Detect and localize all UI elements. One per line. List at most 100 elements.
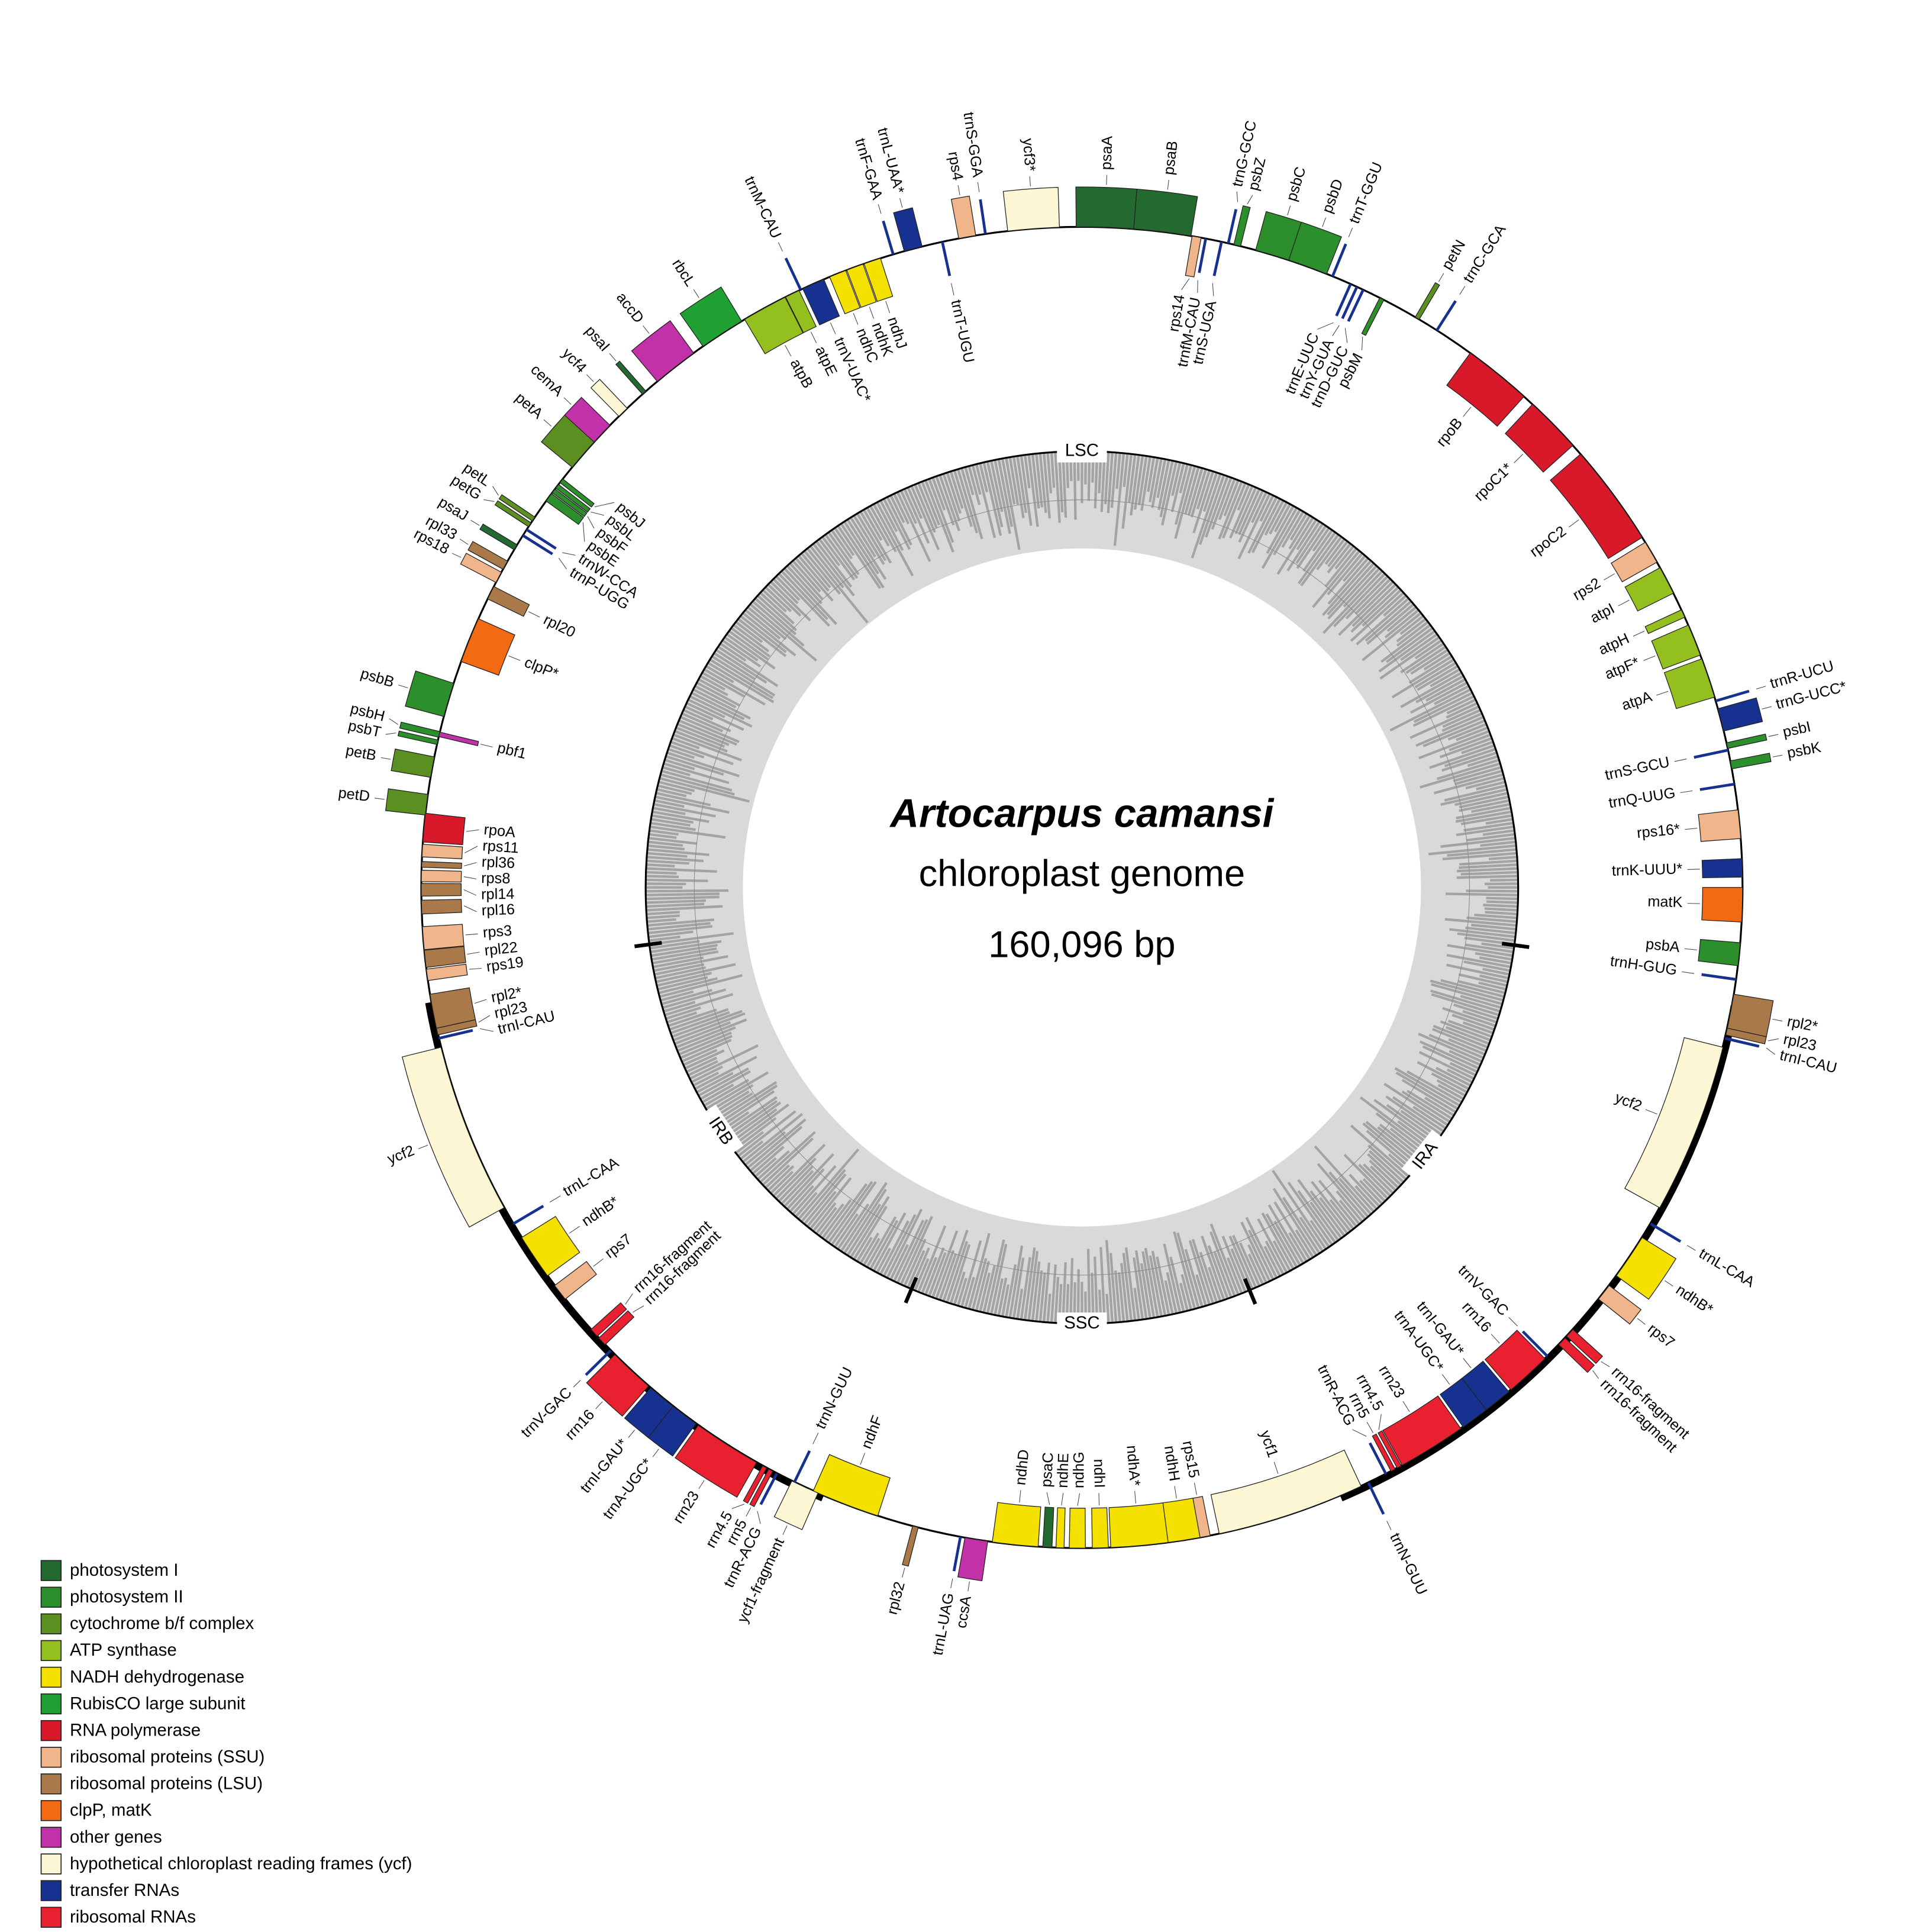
gc-bar	[1046, 452, 1053, 494]
gc-bar	[1031, 454, 1040, 509]
leader-line	[1645, 1109, 1657, 1115]
gc-bar	[659, 974, 743, 998]
gc-bar	[1247, 1244, 1267, 1283]
trna-mark	[793, 1450, 811, 1483]
gc-bar	[1020, 1257, 1031, 1320]
gc-bar	[1456, 726, 1489, 741]
gene-block	[559, 478, 595, 508]
leader-line	[1514, 454, 1523, 463]
gc-bar	[949, 471, 964, 509]
leader-line	[1366, 1421, 1373, 1433]
gc-bar	[1460, 814, 1512, 825]
gc-bar	[1378, 630, 1436, 673]
gc-bar	[803, 1173, 847, 1225]
gc-bar	[1350, 586, 1399, 633]
gc-bar	[1184, 466, 1200, 515]
gene-block	[598, 1310, 635, 1346]
gc-bar	[681, 1038, 732, 1063]
leader-line	[593, 1258, 604, 1267]
gene-block	[1042, 1507, 1054, 1548]
leader-line	[480, 744, 493, 748]
gc-bar	[971, 1257, 988, 1311]
gc-bar	[1356, 597, 1410, 646]
gc-bar	[914, 1258, 930, 1291]
gene-label: rpl14	[481, 886, 515, 903]
gc-bar	[1062, 451, 1067, 518]
gc-bar	[1452, 1014, 1495, 1031]
gc-bar	[990, 1243, 1008, 1315]
gene-block	[679, 286, 743, 347]
gc-bar	[1350, 592, 1405, 642]
gc-bar	[1447, 1020, 1492, 1038]
trna-mark	[979, 199, 987, 234]
gc-bar	[953, 1271, 966, 1305]
leader-line	[1273, 1462, 1279, 1474]
legend-swatch	[40, 1880, 62, 1901]
gc-bar	[1466, 833, 1515, 842]
gene-block	[590, 379, 628, 417]
gc-bar	[646, 867, 717, 873]
legend-label: ATP synthase	[70, 1640, 177, 1660]
gc-bar	[879, 1220, 909, 1275]
leader-line	[582, 522, 585, 542]
gc-bar	[1488, 856, 1518, 860]
gc-bar	[648, 837, 698, 845]
gene-label: ndhD	[1012, 1449, 1033, 1486]
gc-bar	[1201, 1236, 1225, 1301]
gc-bar	[1296, 518, 1318, 550]
gc-bar	[1247, 496, 1278, 554]
gc-bar	[1446, 892, 1518, 896]
leader-line	[543, 419, 552, 427]
gc-bar	[1198, 475, 1225, 546]
gc-bar	[1442, 708, 1481, 728]
gc-bar	[686, 702, 744, 731]
gc-bar	[1408, 655, 1453, 684]
gc-bar	[1481, 942, 1514, 950]
gc-bar	[882, 498, 911, 550]
gc-bar	[1027, 454, 1039, 527]
gc-bar	[730, 1103, 789, 1149]
gc-bar	[677, 723, 730, 746]
gc-bar	[1484, 907, 1518, 912]
gc-bar	[1379, 636, 1440, 680]
gc-bar	[1447, 723, 1487, 741]
gc-bar	[713, 1080, 778, 1123]
gc-bar	[1196, 470, 1211, 509]
leader-line	[380, 757, 391, 760]
gc-bar	[1417, 665, 1459, 691]
gc-bar	[982, 462, 1002, 536]
gc-bar	[1479, 974, 1508, 983]
gc-bar	[946, 472, 962, 514]
gene-block	[1185, 236, 1202, 278]
region-label: LSC	[1057, 440, 1107, 463]
leader-line	[1687, 869, 1700, 870]
gc-bar	[1240, 1221, 1271, 1282]
gc-bar	[1166, 1272, 1178, 1314]
leader-line	[869, 307, 875, 319]
gc-bar	[1140, 1263, 1152, 1319]
gc-bar	[1446, 954, 1511, 969]
gc-bar	[775, 575, 801, 601]
gc-bar	[661, 989, 712, 1005]
gc-bar	[1482, 967, 1510, 976]
leader-line	[1061, 1492, 1064, 1506]
gc-bar	[724, 636, 759, 662]
gc-bar	[658, 977, 718, 995]
gc-bar	[664, 993, 734, 1017]
gc-bar	[1299, 1217, 1324, 1252]
gene-label: rps3	[482, 923, 512, 941]
gene-block	[1566, 1328, 1604, 1365]
gc-bar	[646, 856, 704, 863]
gene-label: rps16*	[1636, 821, 1681, 841]
leader-line	[558, 557, 567, 570]
gc-bar	[713, 651, 756, 680]
gc-bar	[795, 557, 834, 602]
gc-bar	[846, 518, 887, 580]
gc-bar	[1161, 461, 1178, 526]
gc-bar	[1035, 453, 1043, 508]
gc-bar	[1482, 829, 1515, 836]
gc-bar	[1471, 803, 1511, 813]
gc-bar	[646, 863, 675, 867]
gene-block	[846, 263, 877, 308]
gc-bar	[1238, 1242, 1261, 1287]
